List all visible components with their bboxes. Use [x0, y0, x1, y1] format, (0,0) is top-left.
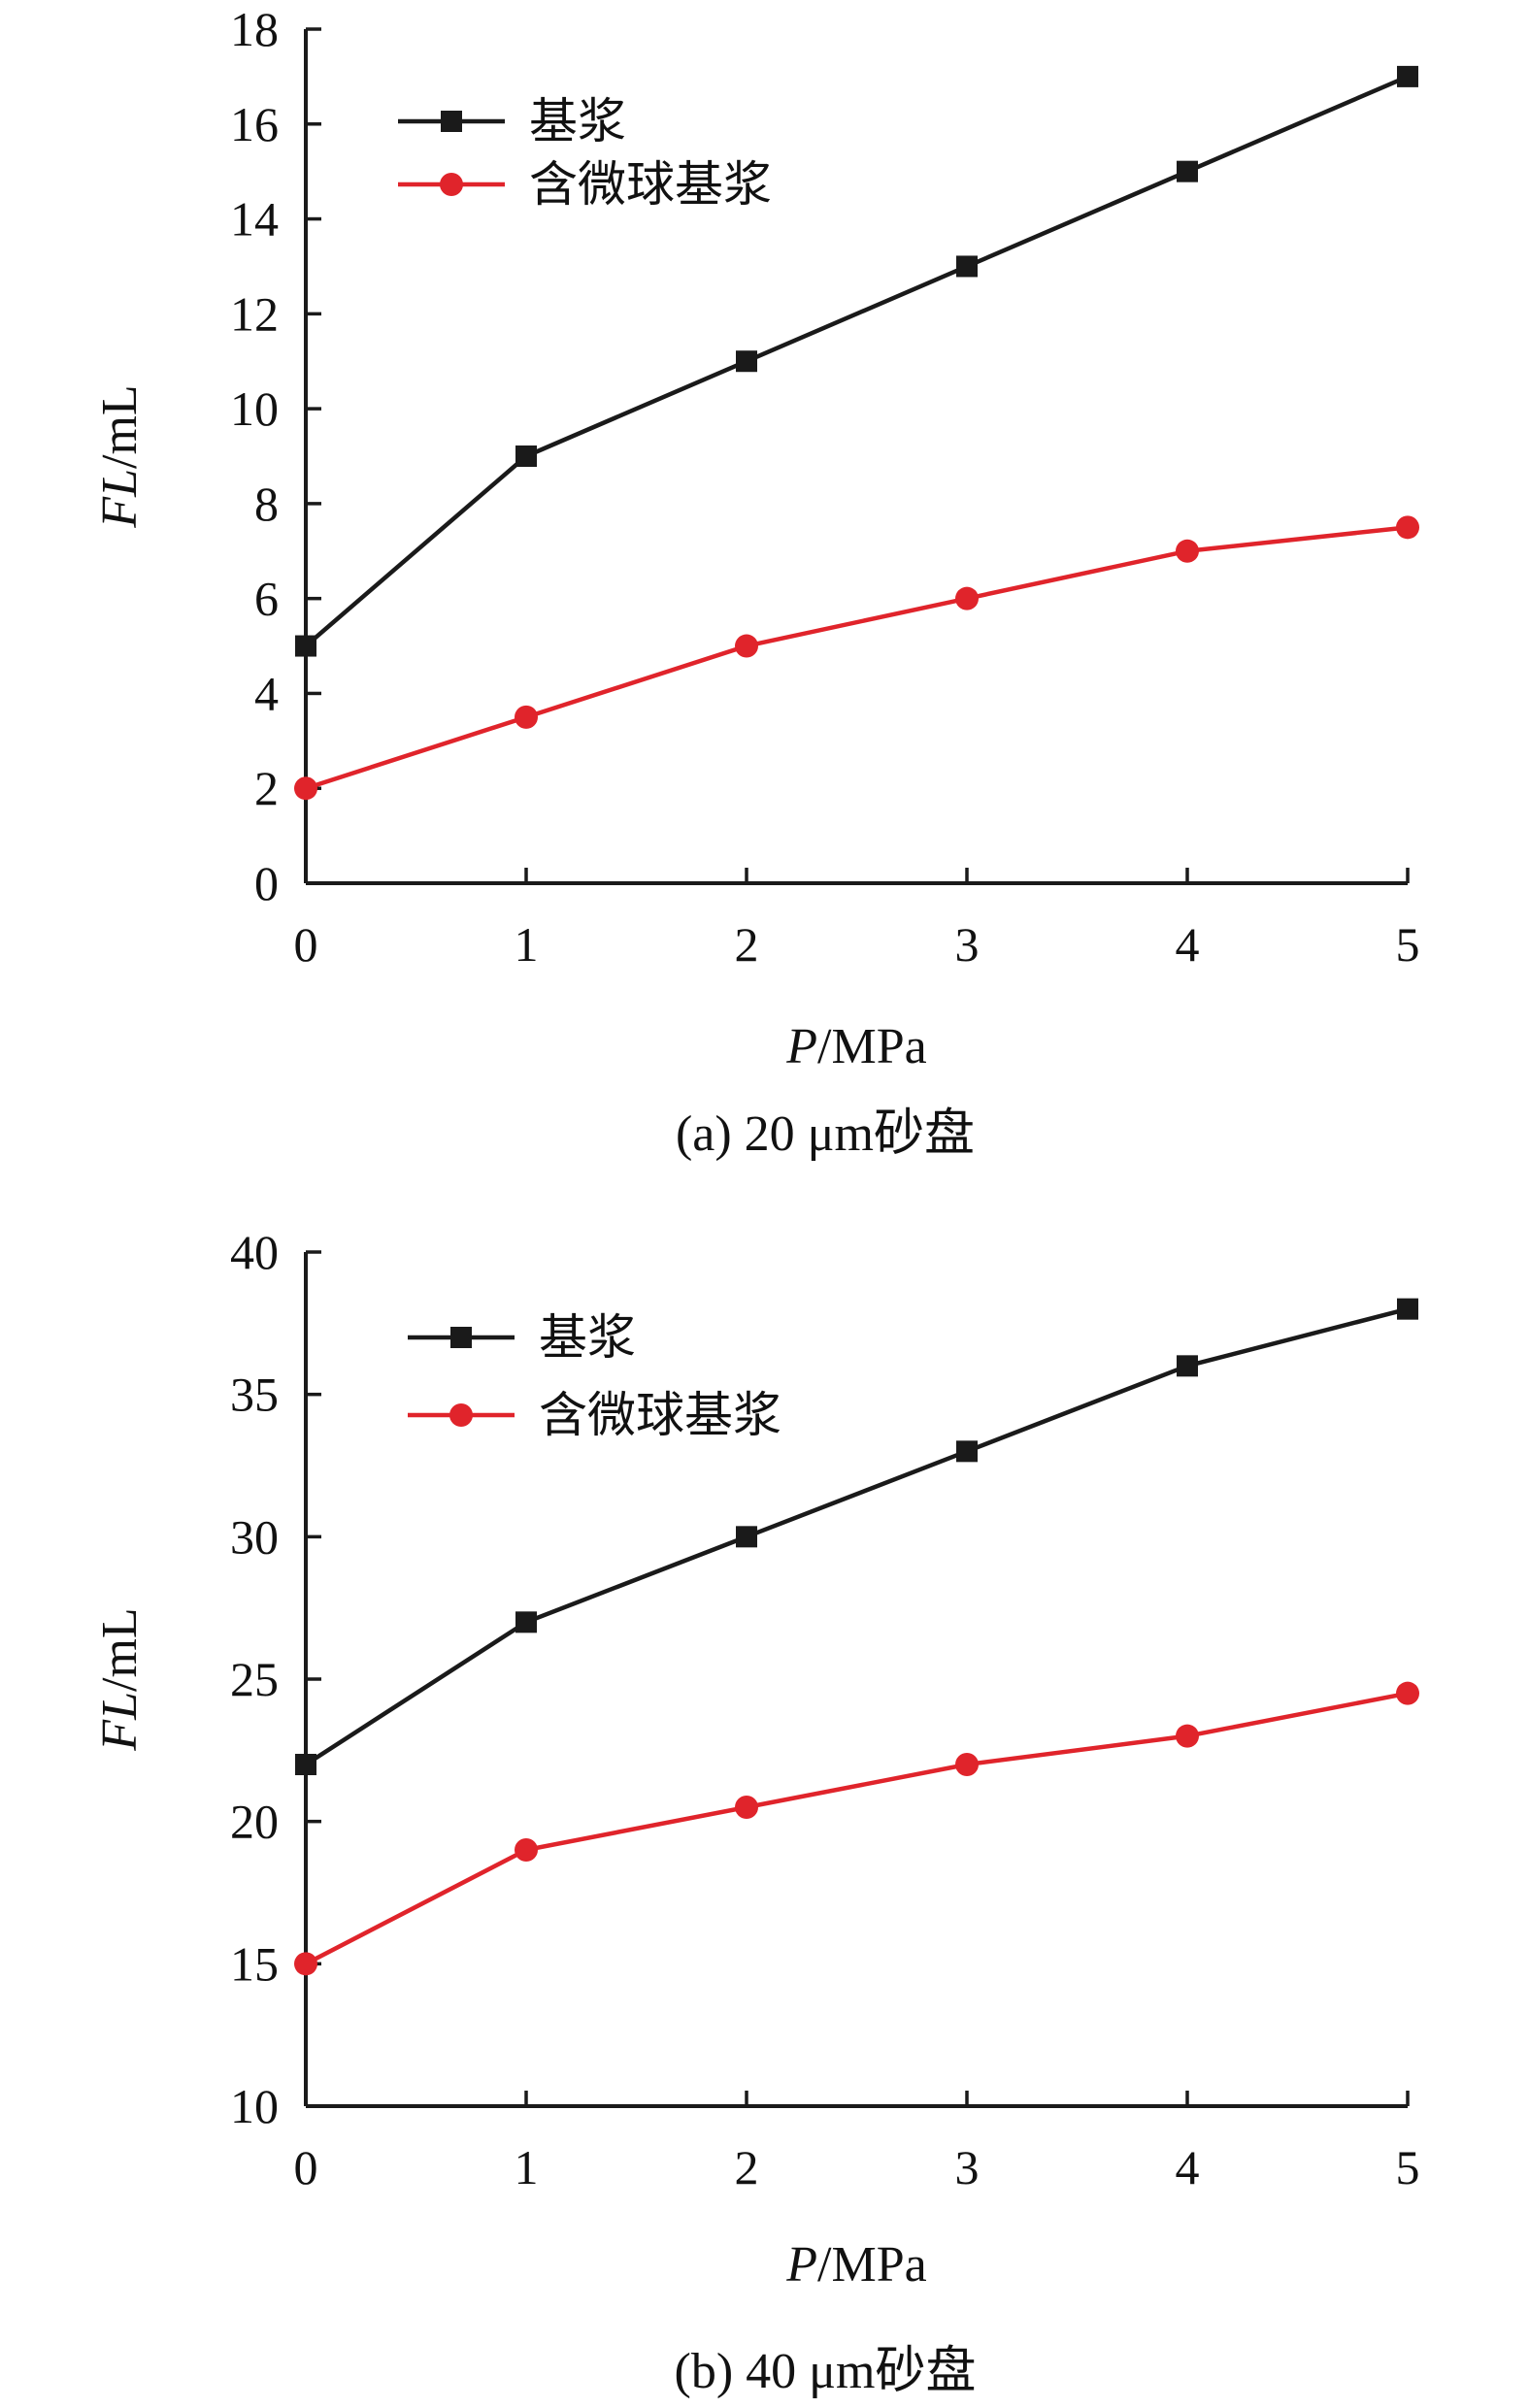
series-line-0: [304, 1306, 1409, 1766]
x-axis-label-unit: /MPa: [817, 1019, 927, 1074]
data-point-circle: [1396, 515, 1419, 540]
y-tick-label: 2: [254, 761, 279, 815]
y-tick-label: 15: [230, 1936, 279, 1991]
chart-caption: (a) 20 μm砂盘: [676, 1106, 975, 1162]
y-tick-label: 14: [230, 192, 279, 247]
y-tick-label: 16: [230, 97, 279, 151]
y-tick-label: 40: [230, 1225, 279, 1279]
data-point-circle: [1176, 539, 1199, 563]
series-line-1: [305, 525, 1409, 791]
x-tick-label: 2: [735, 2140, 759, 2194]
y-tick-label: 30: [230, 1509, 279, 1564]
x-axis-label-var: P: [785, 1019, 817, 1074]
data-point-square: [956, 255, 978, 278]
legend-label: 含微球基浆: [529, 157, 772, 212]
x-tick-label: 1: [515, 2140, 539, 2194]
data-point-circle: [955, 586, 979, 610]
x-tick-label: 5: [1396, 917, 1420, 972]
data-point-circle: [1176, 1724, 1199, 1748]
y-axis-label-var: FL: [92, 469, 148, 529]
x-axis-label-unit: /MPa: [817, 2237, 927, 2293]
x-axis-label: P/MPa: [785, 1019, 926, 1074]
data-point-square: [1397, 65, 1418, 87]
y-tick-label: 25: [230, 1652, 279, 1706]
y-tick-label: 35: [230, 1368, 279, 1422]
legend-label: 含微球基浆: [539, 1388, 781, 1442]
legend-marker-square: [441, 111, 462, 132]
data-point-square: [736, 350, 757, 373]
data-point-circle: [294, 776, 317, 801]
x-tick-label: 3: [955, 917, 980, 972]
series-line-1: [304, 1691, 1409, 1966]
data-point-square: [515, 1611, 537, 1633]
data-point-circle: [735, 634, 758, 658]
y-tick-label: 10: [230, 2079, 279, 2133]
data-point-circle: [1396, 1681, 1419, 1705]
legend-marker-circle: [449, 1403, 473, 1427]
y-tick-label: 4: [254, 666, 279, 720]
y-axis-label-unit: /mL: [92, 384, 148, 469]
data-point-square: [1177, 160, 1198, 182]
y-axis-label-var: FL: [92, 1692, 148, 1752]
x-tick-label: 3: [955, 2140, 980, 2194]
y-tick-label: 6: [254, 572, 279, 626]
data-point-circle: [955, 1753, 979, 1776]
y-tick-label: 18: [230, 2, 279, 56]
y-tick-label: 10: [230, 381, 279, 436]
y-axis-label: FL/mL: [92, 384, 148, 528]
data-point-circle: [515, 705, 538, 729]
x-tick-label: 5: [1396, 2140, 1420, 2194]
x-tick-label: 0: [294, 2140, 318, 2194]
x-tick-label: 4: [1176, 917, 1200, 972]
x-tick-label: 1: [515, 917, 539, 972]
x-axis-label: P/MPa: [785, 2237, 926, 2293]
y-tick-label: 12: [230, 286, 279, 341]
data-point-circle: [735, 1796, 758, 1819]
data-point-square: [1397, 1298, 1418, 1320]
legend-label: 基浆: [539, 1310, 636, 1365]
x-axis-label-var: P: [785, 2237, 817, 2293]
series-line-0: [304, 74, 1409, 648]
y-tick-label: 8: [254, 477, 279, 531]
legend-marker-square: [450, 1327, 472, 1348]
legend-label: 基浆: [529, 94, 626, 148]
data-point-square: [295, 635, 316, 657]
y-tick-label: 20: [230, 1795, 279, 1849]
x-tick-label: 2: [735, 917, 759, 972]
y-axis-label-unit: /mL: [92, 1607, 148, 1692]
data-point-circle: [294, 1952, 317, 1976]
legend-marker-circle: [440, 173, 463, 196]
y-tick-label: 0: [254, 856, 279, 910]
data-point-circle: [515, 1838, 538, 1862]
data-point-square: [295, 1754, 316, 1775]
data-point-square: [1177, 1355, 1198, 1377]
x-tick-label: 4: [1176, 2140, 1200, 2194]
x-tick-label: 0: [294, 917, 318, 972]
chart-caption: (b) 40 μm砂盘: [675, 2344, 977, 2399]
data-point-square: [956, 1440, 978, 1463]
y-axis-label: FL/mL: [92, 1607, 148, 1751]
data-point-square: [515, 445, 537, 467]
data-point-square: [736, 1526, 757, 1548]
